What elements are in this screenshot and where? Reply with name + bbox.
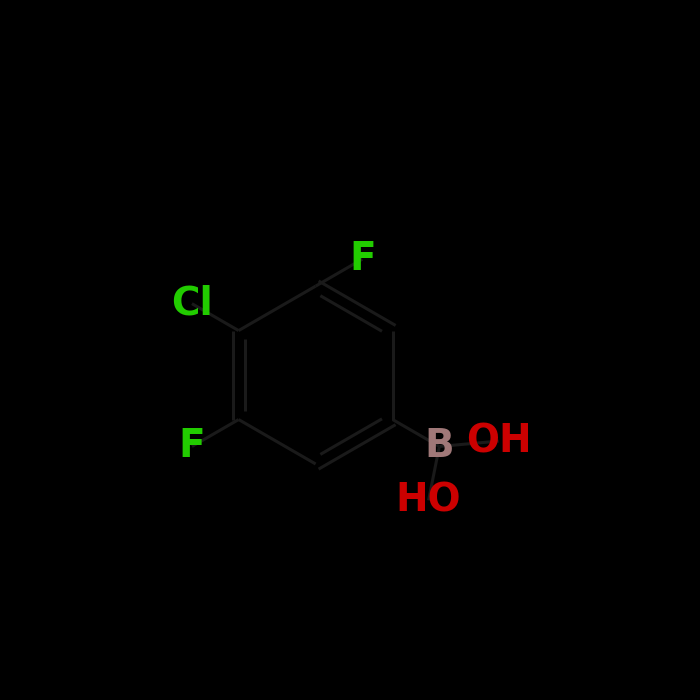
Text: F: F xyxy=(349,240,376,278)
Text: OH: OH xyxy=(466,422,531,460)
Text: HO: HO xyxy=(395,482,461,519)
Text: Cl: Cl xyxy=(171,285,213,323)
Text: B: B xyxy=(424,428,454,466)
Text: F: F xyxy=(178,428,205,466)
